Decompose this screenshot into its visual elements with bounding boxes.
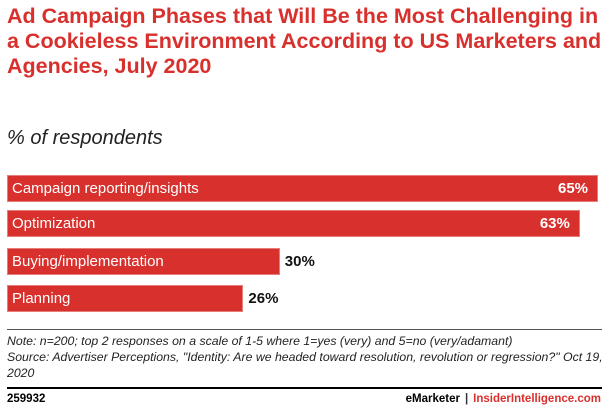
chart-id: 259932: [7, 393, 46, 405]
category-label: Buying/implementation: [12, 253, 164, 270]
bar: [7, 285, 244, 312]
chart-subtitle: % of respondents: [7, 127, 163, 149]
divider: [7, 387, 602, 389]
category-label: Planning: [12, 290, 71, 307]
chart-title: Ad Campaign Phases that Will Be the Most…: [7, 4, 602, 78]
value-label: 26%: [248, 290, 279, 307]
bar: [7, 248, 280, 275]
brand: eMarketer | InsiderIntelligence.com: [406, 393, 601, 405]
chart-note: Note: n=200; top 2 responses on a scale …: [7, 333, 605, 381]
value-label: 65%: [558, 180, 589, 197]
source-text: Source: Advertiser Perceptions, "Identit…: [7, 350, 603, 380]
category-label: Campaign reporting/insights: [12, 180, 199, 197]
value-label: 63%: [539, 215, 570, 232]
bar-chart: Campaign reporting/insights 65% Optimizati…: [0, 170, 605, 320]
category-label: Optimization: [12, 215, 96, 232]
bar: [7, 210, 580, 237]
brand-separator: |: [464, 393, 469, 405]
value-label: 30%: [284, 253, 315, 270]
bar: [7, 175, 598, 202]
note-text: Note: n=200; top 2 responses on a scale …: [7, 334, 513, 348]
brand-insider: InsiderIntelligence.com: [473, 393, 601, 405]
brand-emarketer: eMarketer: [405, 393, 460, 405]
divider: [7, 329, 602, 330]
